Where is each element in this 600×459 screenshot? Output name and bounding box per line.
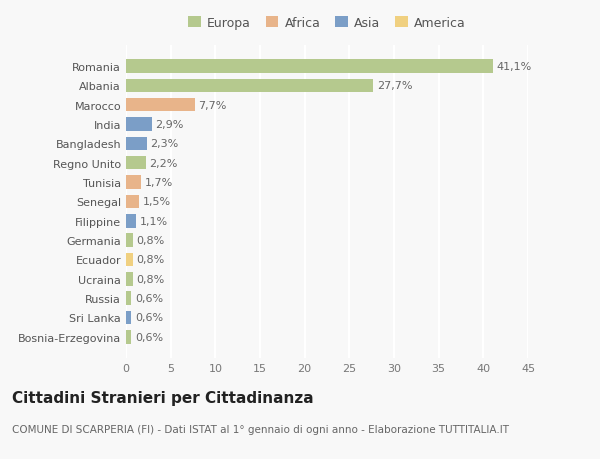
Bar (126, 118, 152, 132)
Text: 1,7%: 1,7% (145, 178, 173, 188)
Text: COMUNE DI SCARPERIA (FI) - Dati ISTAT al 1° gennaio di ogni anno - Elaborazione : COMUNE DI SCARPERIA (FI) - Dati ISTAT al… (12, 425, 509, 435)
Bar (126, 330, 131, 344)
Bar (126, 214, 136, 228)
Text: 0,6%: 0,6% (135, 293, 163, 303)
Bar (126, 157, 146, 170)
Text: 7,7%: 7,7% (199, 101, 227, 111)
Text: Cittadini Stranieri per Cittadinanza: Cittadini Stranieri per Cittadinanza (12, 390, 314, 405)
Bar (126, 176, 141, 190)
Bar (126, 311, 131, 325)
Bar (126, 234, 133, 247)
Bar (126, 60, 493, 73)
Legend: Europa, Africa, Asia, America: Europa, Africa, Asia, America (183, 11, 471, 34)
Text: 41,1%: 41,1% (497, 62, 532, 72)
Bar (126, 195, 139, 209)
Bar (126, 272, 133, 286)
Text: 2,2%: 2,2% (149, 158, 178, 168)
Text: 1,1%: 1,1% (139, 216, 167, 226)
Text: 0,6%: 0,6% (135, 332, 163, 342)
Bar (126, 137, 146, 151)
Text: 0,8%: 0,8% (137, 235, 165, 246)
Bar (126, 253, 133, 267)
Text: 0,6%: 0,6% (135, 313, 163, 323)
Text: 2,9%: 2,9% (155, 120, 184, 130)
Bar (126, 99, 195, 112)
Text: 0,8%: 0,8% (137, 255, 165, 265)
Text: 27,7%: 27,7% (377, 81, 413, 91)
Text: 0,8%: 0,8% (137, 274, 165, 284)
Bar (126, 292, 131, 305)
Text: 1,5%: 1,5% (143, 197, 171, 207)
Bar (126, 79, 373, 93)
Text: 2,3%: 2,3% (150, 139, 178, 149)
